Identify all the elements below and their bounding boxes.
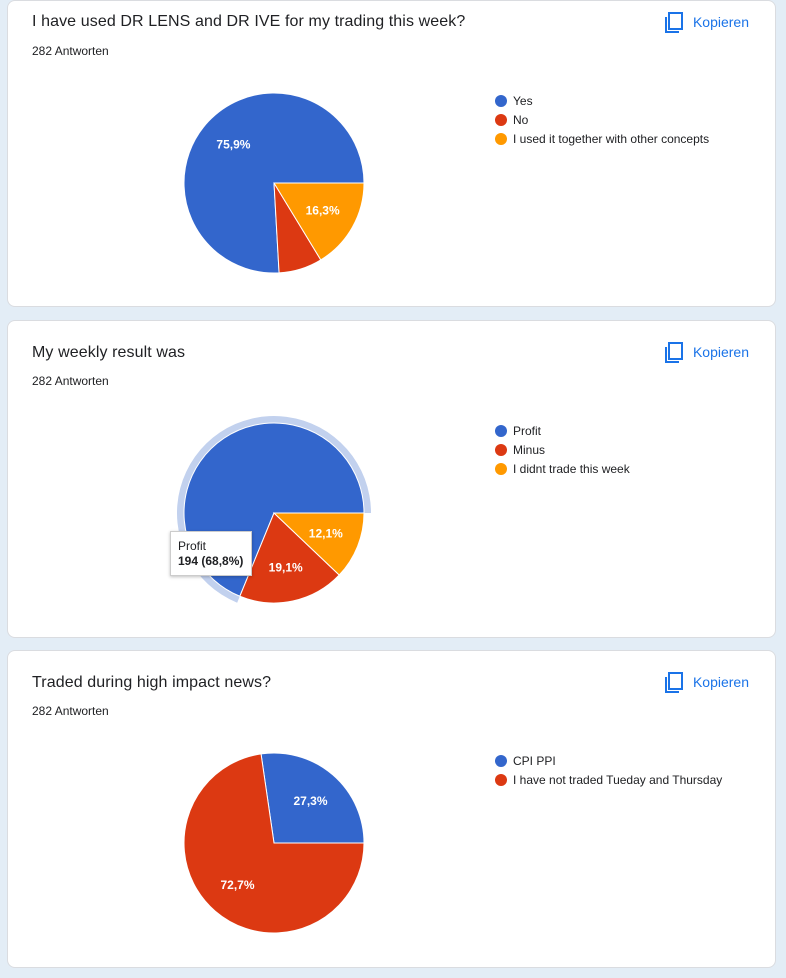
legend-label: CPI PPI bbox=[513, 753, 556, 768]
legend-label: Profit bbox=[513, 423, 542, 438]
response-count: 282 Antworten bbox=[32, 704, 109, 718]
legend-item[interactable]: Yes bbox=[495, 91, 709, 110]
copy-icon bbox=[663, 671, 685, 693]
copy-label: Kopieren bbox=[692, 344, 749, 360]
question-card-3: Traded during high impact news? 282 Antw… bbox=[7, 650, 776, 968]
question-title: I have used DR LENS and DR IVE for my tr… bbox=[32, 13, 466, 30]
response-count: 282 Antworten bbox=[32, 374, 109, 388]
legend-dot bbox=[495, 754, 507, 767]
legend-dot bbox=[495, 132, 507, 145]
legend-dot bbox=[495, 462, 507, 475]
question-title: My weekly result was bbox=[32, 344, 186, 361]
chart-tooltip: Profit 194 (68,8%) bbox=[170, 531, 253, 576]
slice-value-label: 16,3% bbox=[306, 203, 340, 217]
response-count: 282 Antworten bbox=[32, 44, 109, 58]
pie-chart: 27,3% 72,7% bbox=[183, 752, 365, 934]
slice-value-label: 19,1% bbox=[269, 561, 303, 575]
pie-slice-cpi-ppi[interactable] bbox=[260, 752, 365, 844]
copy-button[interactable]: Kopieren bbox=[663, 671, 749, 693]
chart-legend: Yes No I used it together with other con… bbox=[495, 91, 709, 148]
pie-chart: 75,9% 16,3% bbox=[183, 92, 365, 274]
copy-label: Kopieren bbox=[692, 14, 749, 30]
legend-label: I didnt trade this week bbox=[513, 461, 630, 476]
tooltip-label: Profit bbox=[178, 539, 207, 553]
pie-slice-minus[interactable] bbox=[239, 512, 340, 604]
legend-item[interactable]: No bbox=[495, 110, 709, 129]
legend-dot bbox=[495, 424, 507, 437]
pie-chart: 19,1% 12,1% bbox=[176, 415, 371, 604]
legend-item[interactable]: Profit bbox=[495, 421, 630, 440]
legend-dot bbox=[495, 773, 507, 786]
copy-icon bbox=[663, 11, 685, 33]
chart-legend: Profit Minus I didnt trade this week bbox=[495, 421, 630, 478]
slice-value-label: 27,3% bbox=[293, 794, 327, 808]
slice-value-label: 72,7% bbox=[220, 878, 254, 892]
tooltip-value: 194 (68,8%) bbox=[178, 554, 244, 568]
copy-button[interactable]: Kopieren bbox=[663, 341, 749, 363]
legend-item[interactable]: I didnt trade this week bbox=[495, 459, 630, 478]
legend-item[interactable]: I have not traded Tueday and Thursday bbox=[495, 770, 722, 789]
pie-slice-i-didnt-trade-this-week[interactable] bbox=[272, 512, 365, 576]
copy-icon bbox=[663, 341, 685, 363]
pie-slice-i-have-not-traded-tueday-and-thursday[interactable] bbox=[183, 753, 365, 934]
question-card-1: I have used DR LENS and DR IVE for my tr… bbox=[7, 0, 776, 307]
legend-item[interactable]: I used it together with other concepts bbox=[495, 129, 709, 148]
question-title: Traded during high impact news? bbox=[32, 674, 272, 691]
copy-label: Kopieren bbox=[692, 674, 749, 690]
copy-button[interactable]: Kopieren bbox=[663, 11, 749, 33]
legend-label: No bbox=[513, 112, 529, 127]
legend-dot bbox=[495, 443, 507, 456]
question-card-2: My weekly result was 282 Antworten Kopie… bbox=[7, 320, 776, 638]
legend-dot bbox=[495, 94, 507, 107]
slice-value-label: 12,1% bbox=[309, 527, 343, 541]
legend-dot bbox=[495, 113, 507, 126]
pie-slice-i-used-it-together-with-other-concepts[interactable] bbox=[273, 182, 365, 261]
legend-label: Minus bbox=[513, 442, 546, 457]
legend-item[interactable]: Minus bbox=[495, 440, 630, 459]
legend-label: I have not traded Tueday and Thursday bbox=[513, 772, 723, 787]
slice-value-label: 75,9% bbox=[216, 138, 250, 152]
legend-label: I used it together with other concepts bbox=[513, 131, 710, 146]
legend-label: Yes bbox=[513, 93, 533, 108]
legend-item[interactable]: CPI PPI bbox=[495, 751, 722, 770]
chart-legend: CPI PPI I have not traded Tueday and Thu… bbox=[495, 751, 722, 789]
